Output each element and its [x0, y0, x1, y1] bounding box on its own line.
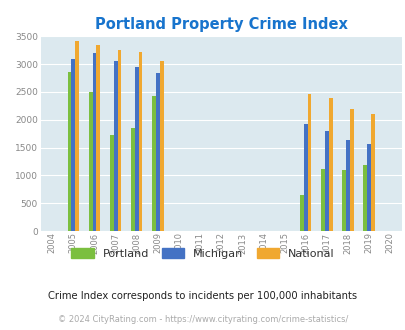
Bar: [328, 98, 332, 231]
Bar: [303, 124, 307, 231]
Legend: Portland, Michigan, National: Portland, Michigan, National: [67, 244, 338, 263]
Text: Crime Index corresponds to incidents per 100,000 inhabitants: Crime Index corresponds to incidents per…: [48, 291, 357, 301]
Bar: [299, 195, 303, 231]
Title: Portland Property Crime Index: Portland Property Crime Index: [95, 17, 347, 32]
Bar: [75, 41, 79, 231]
Bar: [89, 92, 92, 231]
Bar: [370, 114, 374, 231]
Bar: [307, 94, 311, 231]
Text: © 2024 CityRating.com - https://www.cityrating.com/crime-statistics/: © 2024 CityRating.com - https://www.city…: [58, 315, 347, 324]
Bar: [68, 73, 71, 231]
Bar: [362, 165, 367, 231]
Bar: [345, 140, 349, 231]
Bar: [131, 128, 134, 231]
Bar: [152, 96, 156, 231]
Bar: [96, 45, 100, 231]
Bar: [71, 59, 75, 231]
Bar: [117, 50, 121, 231]
Bar: [367, 144, 370, 231]
Bar: [349, 109, 353, 231]
Bar: [160, 61, 163, 231]
Bar: [341, 170, 345, 231]
Bar: [113, 61, 117, 231]
Bar: [110, 135, 113, 231]
Bar: [134, 67, 138, 231]
Bar: [92, 53, 96, 231]
Bar: [320, 169, 324, 231]
Bar: [156, 73, 160, 231]
Bar: [324, 131, 328, 231]
Bar: [138, 52, 142, 231]
